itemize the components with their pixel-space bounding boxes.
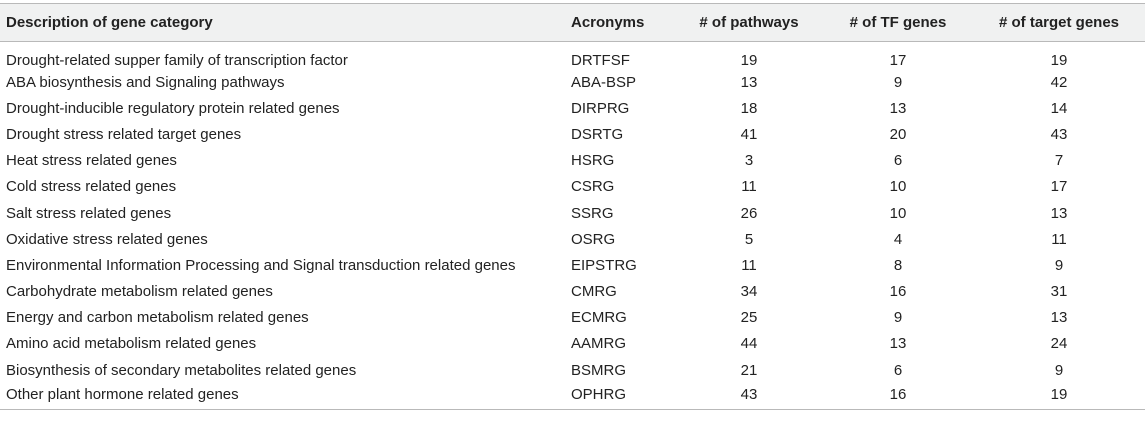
cell-description: Cold stress related genes (6, 178, 177, 196)
header-acronyms: Acronyms (565, 3, 675, 42)
table-row: Energy and carbon metabolism related gen… (0, 305, 1145, 331)
cell-tf-genes: 13 (889, 335, 907, 353)
cell-tf-genes: 10 (889, 204, 907, 222)
cell-acronym: ECMRG (571, 309, 627, 327)
cell-acronym: SSRG (571, 204, 614, 222)
cell-acronym: CSRG (571, 178, 615, 196)
table-row: Cold stress related genes CSRG 11 10 17 (0, 174, 1145, 200)
table-row: Drought stress related target genes DSRTG… (0, 121, 1145, 147)
cell-tf-genes: 13 (889, 99, 907, 117)
cell-description: Carbohydrate metabolism related genes (6, 283, 273, 301)
cell-target-genes: 14 (1050, 99, 1068, 117)
cell-pathways: 5 (744, 230, 754, 248)
cell-target-genes: 9 (1054, 256, 1064, 274)
cell-tf-genes: 16 (889, 283, 907, 301)
table-row: Amino acid metabolism related genes AAMRG… (0, 331, 1145, 357)
cell-description: Energy and carbon metabolism related gen… (6, 309, 309, 327)
cell-pathways: 19 (740, 52, 758, 69)
cell-acronym: DRTFSF (571, 52, 630, 69)
cell-target-genes: 19 (973, 383, 1145, 410)
cell-target-genes: 9 (1054, 361, 1064, 379)
cell-target-genes: 24 (1050, 335, 1068, 353)
table-row: Environmental Information Processing and… (0, 252, 1145, 278)
cell-target-genes: 7 (1054, 152, 1064, 170)
cell-description: Drought-inducible regulatory protein rel… (6, 99, 340, 117)
cell-pathways: 13 (740, 73, 758, 91)
cell-tf-genes: 6 (893, 152, 903, 170)
header-row: Description of gene category Acronyms # … (0, 3, 1145, 42)
cell-pathways: 44 (740, 335, 758, 353)
cell-description: Amino acid metabolism related genes (6, 335, 257, 353)
header-pathways: # of pathways (675, 3, 823, 42)
header-target-genes: # of target genes (973, 3, 1145, 42)
cell-description: Salt stress related genes (6, 204, 172, 222)
header-description: Description of gene category (0, 3, 565, 42)
cell-tf-genes: 6 (893, 361, 903, 379)
cell-pathways: 21 (740, 361, 758, 379)
cell-acronym: CMRG (571, 283, 617, 301)
cell-target-genes: 43 (1050, 125, 1068, 143)
cell-tf-genes: 8 (893, 256, 903, 274)
cell-pathways: 11 (741, 256, 757, 274)
cell-acronym: DIRPRG (571, 99, 630, 117)
table-body: Drought-related supper family of transcr… (0, 42, 1145, 410)
cell-acronym: BSMRG (571, 361, 627, 379)
cell-acronym: ABA-BSP (571, 73, 637, 91)
cell-tf-genes: 10 (889, 178, 907, 196)
cell-target-genes: 13 (1050, 309, 1068, 327)
table-row: Drought-related supper family of transcr… (0, 42, 1145, 69)
table-row: Biosynthesis of secondary metabolites re… (0, 357, 1145, 383)
cell-target-genes: 31 (1050, 283, 1068, 301)
cell-description: Oxidative stress related genes (6, 230, 208, 248)
table-row: Heat stress related genes HSRG 3 6 7 (0, 148, 1145, 174)
cell-target-genes: 42 (1050, 73, 1068, 91)
cell-target-genes: 19 (1050, 52, 1068, 69)
table-row: Drought-inducible regulatory protein rel… (0, 95, 1145, 121)
cell-description: Heat stress related genes (6, 152, 177, 170)
table-header: Description of gene category Acronyms # … (0, 3, 1145, 42)
header-tf-genes: # of TF genes (823, 3, 973, 42)
cell-pathways: 43 (675, 383, 823, 410)
cell-acronym: OPHRG (565, 383, 675, 410)
cell-tf-genes: 9 (893, 73, 903, 91)
cell-acronym: AAMRG (571, 335, 627, 353)
cell-tf-genes: 20 (889, 125, 907, 143)
cell-acronym: HSRG (571, 152, 615, 170)
cell-description: ABA biosynthesis and Signaling pathways (6, 73, 285, 91)
cell-description: Drought stress related target genes (6, 125, 242, 143)
cell-tf-genes: 9 (893, 309, 903, 327)
cell-pathways: 34 (740, 283, 758, 301)
cell-acronym: EIPSTRG (571, 256, 637, 274)
table-row: Carbohydrate metabolism related genes CMR… (0, 279, 1145, 305)
cell-pathways: 41 (740, 125, 758, 143)
cell-target-genes: 17 (1050, 178, 1068, 196)
cell-tf-genes: 16 (823, 383, 973, 410)
table-row: Oxidative stress related genes OSRG 5 4 11 (0, 226, 1145, 252)
table-row: Salt stress related genes SSRG 26 10 13 (0, 200, 1145, 226)
cell-pathways: 26 (740, 204, 758, 222)
cell-pathways: 3 (744, 152, 754, 170)
cell-target-genes: 11 (1051, 230, 1067, 248)
cell-target-genes: 13 (1050, 204, 1068, 222)
cell-pathways: 11 (741, 178, 757, 196)
cell-description: Biosynthesis of secondary metabolites re… (6, 361, 357, 379)
cell-tf-genes: 17 (889, 52, 907, 69)
cell-pathways: 25 (740, 309, 758, 327)
cell-acronym: DSRTG (571, 125, 624, 143)
table-row: ABA biosynthesis and Signaling pathways A… (0, 69, 1145, 95)
cell-acronym: OSRG (571, 230, 616, 248)
gene-category-table: Description of gene category Acronyms # … (0, 3, 1145, 410)
cell-description: Other plant hormone related genes (0, 383, 565, 410)
cell-description: Environmental Information Processing and… (6, 256, 516, 274)
cell-pathways: 18 (740, 99, 758, 117)
table-row: Other plant hormone related genes OPHRG 43… (0, 383, 1145, 410)
cell-description: Drought-related supper family of transcr… (6, 52, 348, 69)
cell-tf-genes: 4 (893, 230, 903, 248)
